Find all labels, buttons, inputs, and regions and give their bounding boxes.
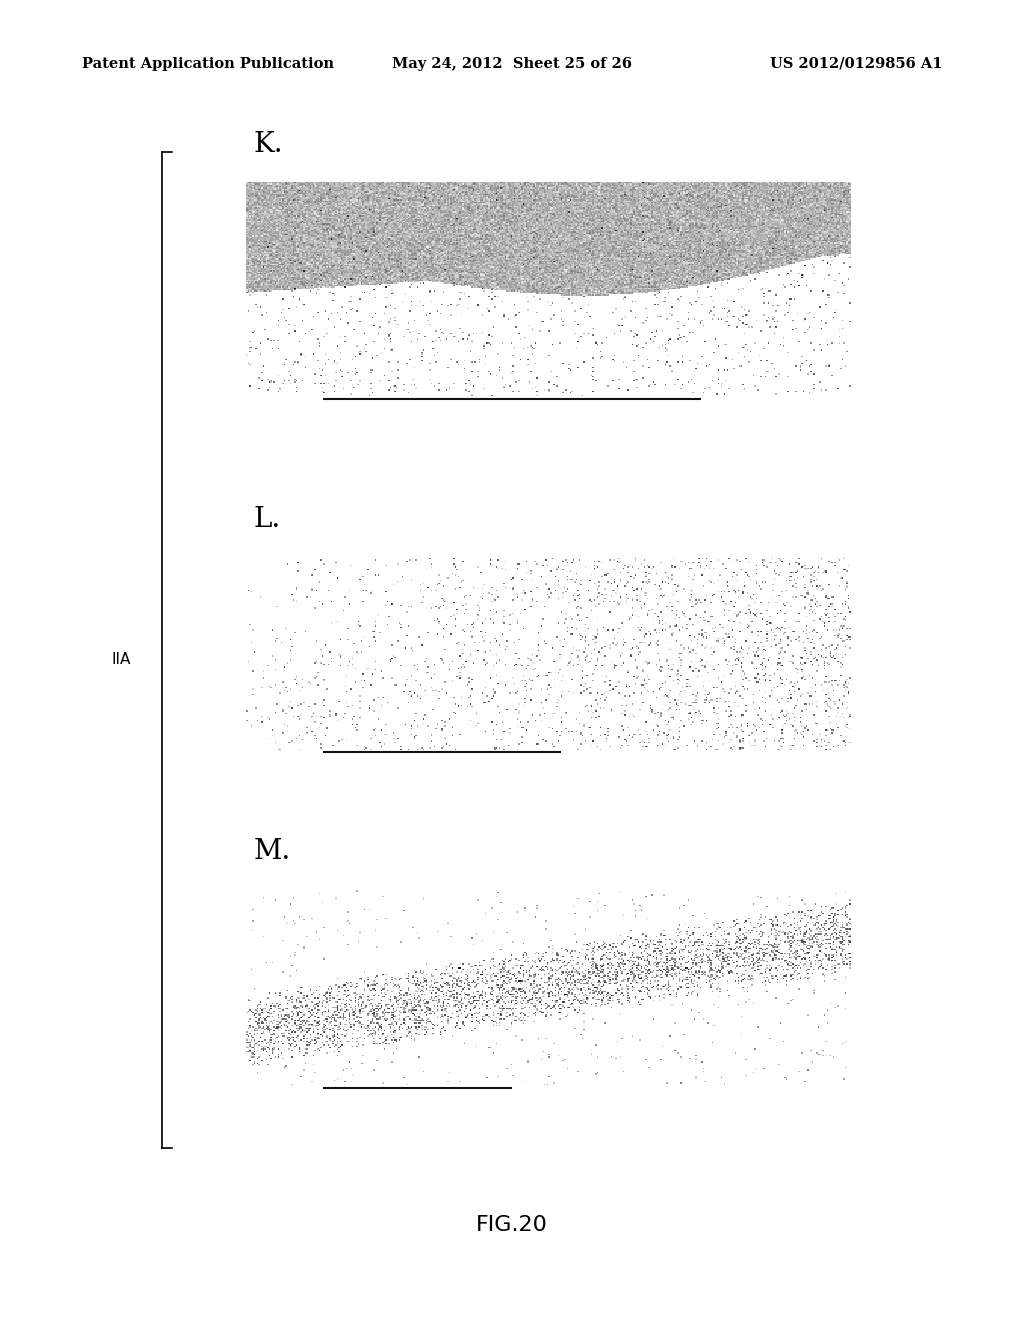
Text: M.: M. (254, 838, 291, 865)
Text: L.: L. (254, 507, 282, 533)
Text: Patent Application Publication: Patent Application Publication (82, 57, 334, 71)
Text: 25 μ: 25 μ (505, 388, 519, 393)
Text: IIA: IIA (112, 652, 130, 668)
Text: FIG.20: FIG.20 (476, 1214, 548, 1236)
Text: 25 μ: 25 μ (435, 742, 449, 747)
Text: K.: K. (254, 132, 284, 158)
Text: US 2012/0129856 A1: US 2012/0129856 A1 (770, 57, 942, 71)
Text: May 24, 2012  Sheet 25 of 26: May 24, 2012 Sheet 25 of 26 (392, 57, 632, 71)
Text: 25 μ: 25 μ (411, 1077, 424, 1082)
